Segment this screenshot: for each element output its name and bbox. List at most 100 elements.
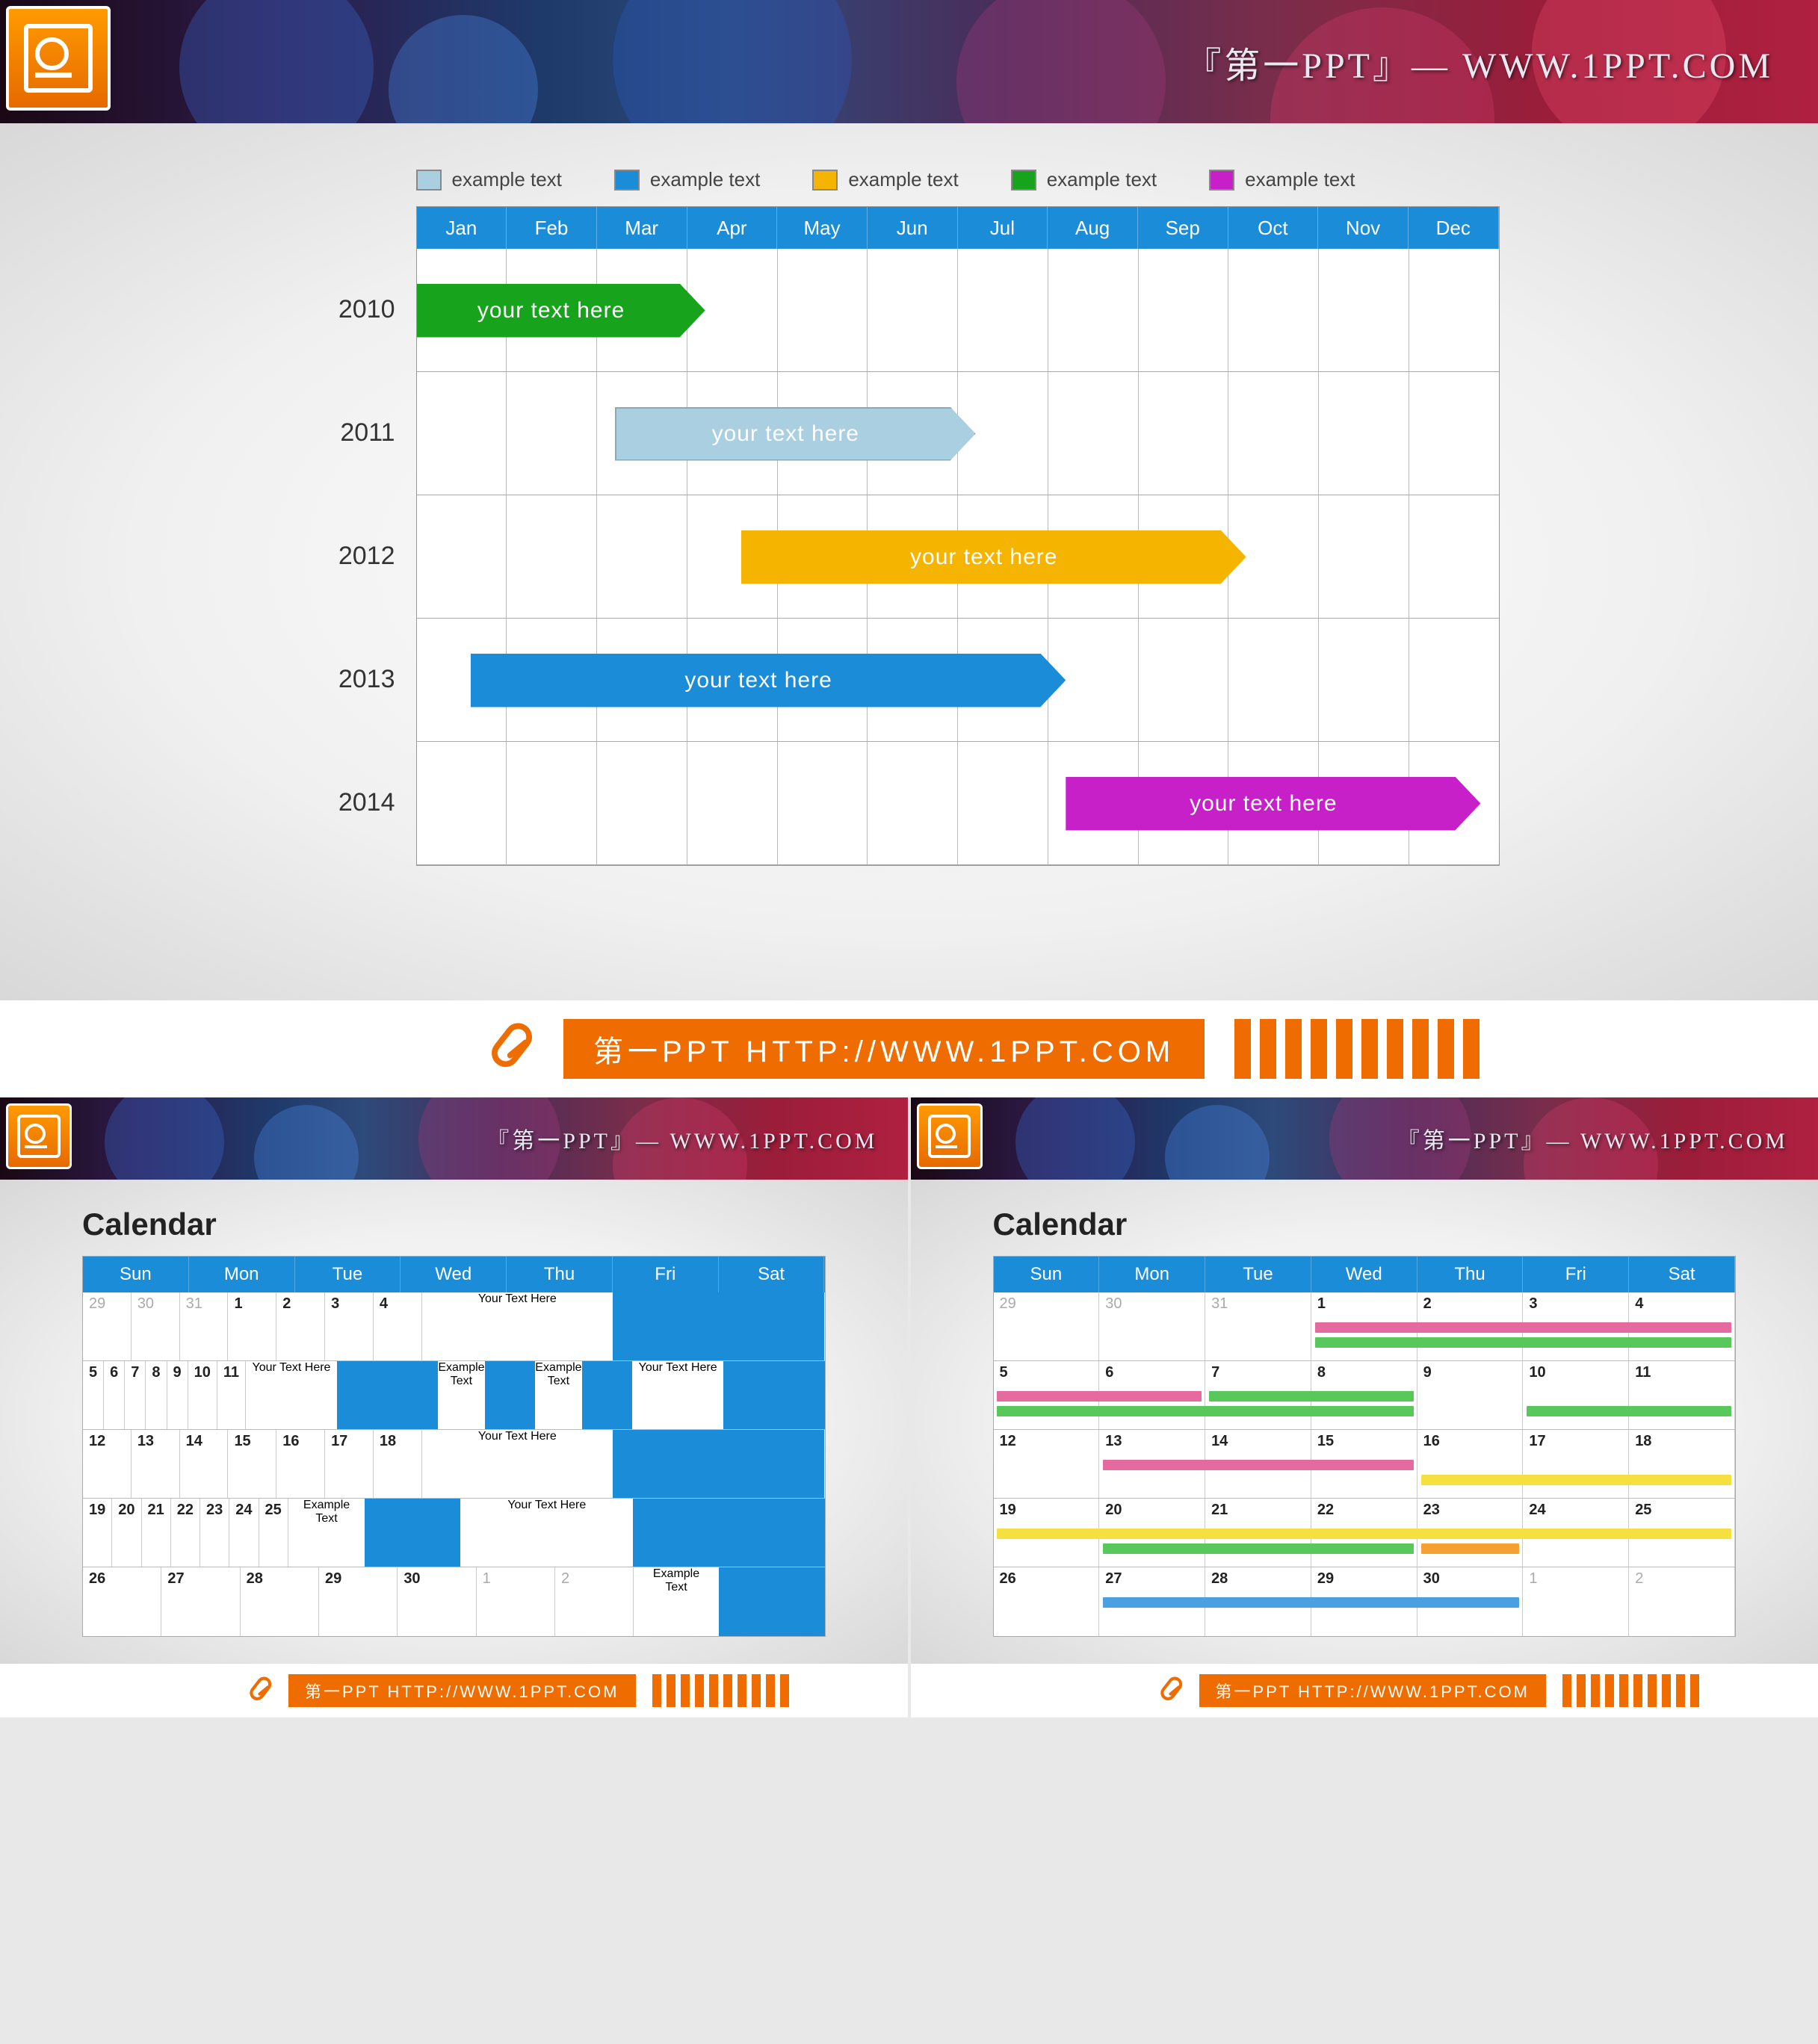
calendar-event-label: Your Text Here bbox=[632, 1361, 723, 1429]
calendar-bar bbox=[1103, 1543, 1413, 1554]
day-number: 30 bbox=[1423, 1570, 1517, 1588]
day-number: 26 bbox=[1000, 1570, 1093, 1588]
calendar-row: 19202122232425Example TextYour Text Here bbox=[83, 1499, 825, 1567]
calendar-cell: 26 bbox=[83, 1567, 161, 1636]
legend-swatch bbox=[416, 170, 442, 191]
day-number: 16 bbox=[1423, 1433, 1517, 1450]
day-header-cell: Sat bbox=[1629, 1257, 1735, 1292]
calendar-bar bbox=[1315, 1322, 1731, 1333]
day-header-cell: Mon bbox=[189, 1257, 295, 1292]
calendar-1: SunMonTueWedThuFriSat2930311234Your Text… bbox=[82, 1256, 826, 1637]
brand-footer-small: 第一PPT HTTP://WWW.1PPT.COM bbox=[911, 1664, 1818, 1718]
calendar-cell: 2 bbox=[276, 1292, 325, 1360]
calendar-event-label: Your Text Here bbox=[460, 1499, 633, 1567]
day-number: 5 bbox=[89, 1364, 97, 1381]
day-number: 1 bbox=[1529, 1570, 1622, 1588]
day-header-cell: Thu bbox=[507, 1257, 613, 1292]
day-number: 29 bbox=[1000, 1295, 1093, 1313]
calendar-row: 19202122232425 bbox=[994, 1499, 1736, 1567]
day-number: 14 bbox=[186, 1433, 222, 1450]
day-number: 13 bbox=[1105, 1433, 1199, 1450]
calendar-event-underline bbox=[365, 1499, 460, 1567]
calendar-cell: 29 bbox=[319, 1567, 398, 1636]
day-number: 22 bbox=[177, 1502, 194, 1519]
calendar-cell: 29 bbox=[83, 1292, 132, 1360]
day-number: 21 bbox=[1211, 1502, 1305, 1519]
day-header-cell: Thu bbox=[1417, 1257, 1524, 1292]
mini-slide-left: 『第一PPT』— WWW.1PPT.COM Calendar SunMonTue… bbox=[0, 1097, 908, 1718]
calendar-cell: 28 bbox=[241, 1567, 319, 1636]
calendar-cell: 23 bbox=[200, 1499, 229, 1567]
legend-label: example text bbox=[1047, 168, 1157, 191]
day-number: 7 bbox=[1211, 1364, 1305, 1381]
calendar-cell: 16 bbox=[276, 1430, 325, 1498]
day-number: 1 bbox=[483, 1570, 548, 1588]
month-header-cell: Nov bbox=[1318, 207, 1409, 249]
calendar-cell: 26 bbox=[994, 1567, 1100, 1636]
calendar-cell: 29 bbox=[994, 1292, 1100, 1360]
day-number: 19 bbox=[89, 1502, 105, 1519]
day-number: 1 bbox=[234, 1295, 270, 1313]
day-number: 29 bbox=[89, 1295, 125, 1313]
day-number: 6 bbox=[1105, 1364, 1199, 1381]
calendar-cell: 18 bbox=[1629, 1430, 1735, 1498]
pen-icon bbox=[1157, 1673, 1192, 1708]
year-label: 2013 bbox=[319, 618, 416, 741]
calendar-event-underline bbox=[723, 1361, 824, 1429]
gantt-body: your text hereyour text hereyour text he… bbox=[417, 249, 1499, 865]
day-number: 23 bbox=[1423, 1502, 1517, 1519]
brand-header-small: 『第一PPT』— WWW.1PPT.COM bbox=[0, 1097, 908, 1180]
calendar-cell: 7 bbox=[125, 1361, 146, 1429]
day-number: 24 bbox=[1529, 1502, 1622, 1519]
day-number: 24 bbox=[235, 1502, 252, 1519]
day-number: 22 bbox=[1317, 1502, 1411, 1519]
gantt-legend: example textexample textexample textexam… bbox=[416, 168, 1500, 191]
pen-icon bbox=[247, 1673, 281, 1708]
day-number: 19 bbox=[1000, 1502, 1093, 1519]
mini-slide-right: 『第一PPT』— WWW.1PPT.COM Calendar SunMonTue… bbox=[911, 1097, 1818, 1718]
calendar-cell: 17 bbox=[325, 1430, 374, 1498]
calendar-event-label: Your Text Here bbox=[246, 1361, 337, 1429]
month-header-cell: Oct bbox=[1228, 207, 1319, 249]
month-header-cell: Jul bbox=[958, 207, 1048, 249]
calendar-cell: 11 bbox=[1629, 1361, 1735, 1429]
day-number: 2 bbox=[1635, 1570, 1728, 1588]
calendar-row: 12131415161718Your Text Here bbox=[83, 1430, 825, 1499]
day-number: 7 bbox=[131, 1364, 139, 1381]
calendar-event-underline bbox=[633, 1499, 824, 1567]
legend-item: example text bbox=[812, 168, 958, 191]
calendar-cell: 10 bbox=[188, 1361, 217, 1429]
calendar-event-underline bbox=[485, 1361, 536, 1429]
day-number: 20 bbox=[118, 1502, 135, 1519]
calendar-row: 567891011 bbox=[994, 1361, 1736, 1430]
calendar-bar bbox=[1315, 1337, 1731, 1348]
calendar-event-label: Example Text bbox=[535, 1361, 581, 1429]
day-number: 15 bbox=[1317, 1433, 1411, 1450]
day-header-cell: Wed bbox=[401, 1257, 507, 1292]
calendar-event-underline bbox=[613, 1292, 825, 1360]
calendar-bar bbox=[1421, 1475, 1731, 1485]
calendar-2: SunMonTueWedThuFriSat2930311234567891011… bbox=[993, 1256, 1737, 1637]
brand-header-text: 『第一PPT』— WWW.1PPT.COM bbox=[1185, 36, 1773, 88]
calendar-bar bbox=[1421, 1543, 1520, 1554]
day-number: 23 bbox=[206, 1502, 223, 1519]
legend-swatch bbox=[812, 170, 838, 191]
gantt-bar: your text here bbox=[615, 407, 976, 461]
calendar-cell: 19 bbox=[83, 1499, 112, 1567]
day-header-cell: Sat bbox=[719, 1257, 825, 1292]
day-number: 26 bbox=[89, 1570, 155, 1588]
pen-icon bbox=[486, 1017, 550, 1081]
calendar-event-underline bbox=[582, 1361, 633, 1429]
day-number: 6 bbox=[110, 1364, 118, 1381]
month-header-cell: Jan bbox=[417, 207, 507, 249]
mini-slides-row: 『第一PPT』— WWW.1PPT.COM Calendar SunMonTue… bbox=[0, 1097, 1818, 1718]
brand-header-small: 『第一PPT』— WWW.1PPT.COM bbox=[911, 1097, 1818, 1180]
calendar-cell: 31 bbox=[1205, 1292, 1311, 1360]
day-number: 14 bbox=[1211, 1433, 1305, 1450]
calendar-cell: 8 bbox=[146, 1361, 167, 1429]
footer-stripes bbox=[652, 1674, 789, 1707]
month-header-cell: Feb bbox=[507, 207, 597, 249]
day-number: 12 bbox=[89, 1433, 125, 1450]
calendar-cell: 14 bbox=[180, 1430, 229, 1498]
legend-label: example text bbox=[848, 168, 958, 191]
